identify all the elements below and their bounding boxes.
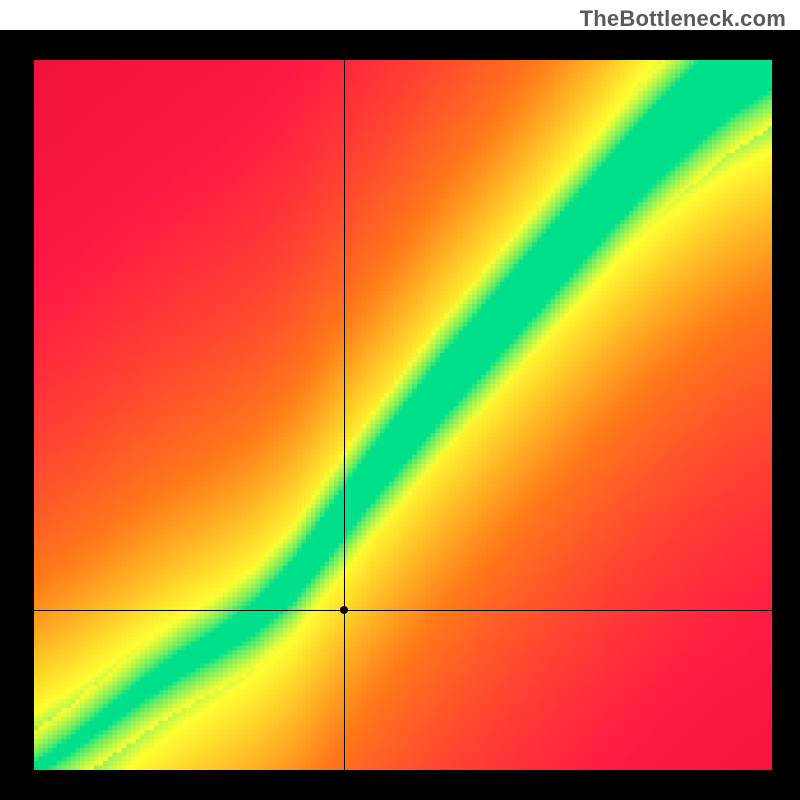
heatmap-plot bbox=[34, 60, 772, 770]
crosshair-horizontal bbox=[34, 610, 772, 611]
heatmap-canvas bbox=[34, 60, 772, 770]
crosshair-vertical bbox=[344, 60, 345, 770]
watermark-text: TheBottleneck.com bbox=[580, 6, 786, 32]
plot-frame bbox=[0, 30, 800, 800]
chart-container: TheBottleneck.com bbox=[0, 0, 800, 800]
crosshair-marker bbox=[340, 606, 348, 614]
